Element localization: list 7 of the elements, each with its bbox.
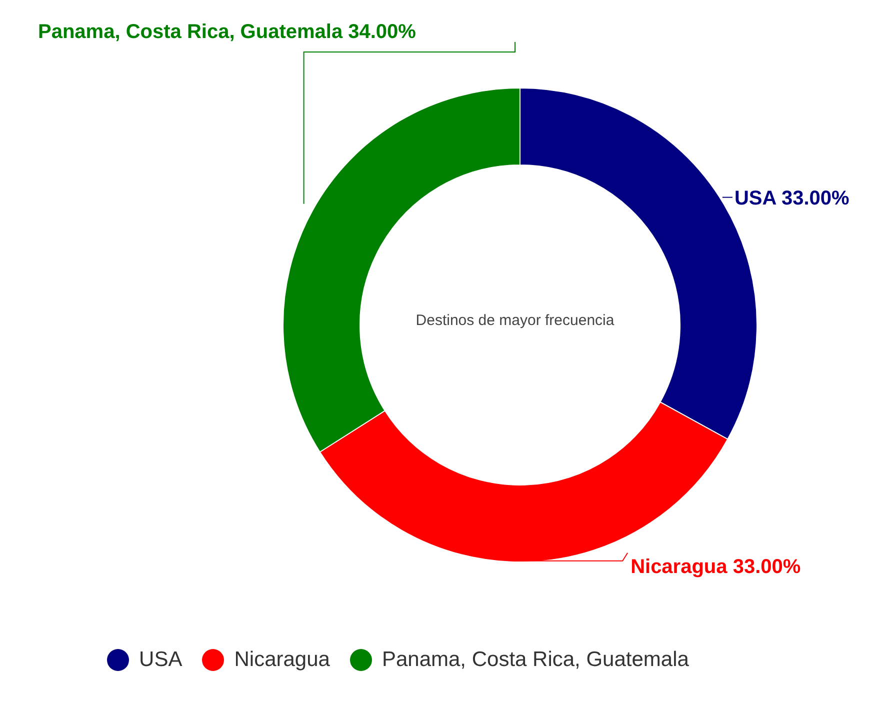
- category-label: USA 33.00%: [734, 187, 850, 210]
- text: Destinos de mayor frecuencia: [416, 312, 615, 329]
- legend-label: Panama, Costa Rica, Guatemala: [382, 648, 689, 672]
- category-label: Nicaragua 33.00%: [630, 556, 801, 578]
- legend-label: USA: [139, 648, 182, 672]
- category-label: Panama, Costa Rica, Guatemala 34.00%: [38, 21, 416, 43]
- legend-label: Nicaragua: [234, 648, 330, 672]
